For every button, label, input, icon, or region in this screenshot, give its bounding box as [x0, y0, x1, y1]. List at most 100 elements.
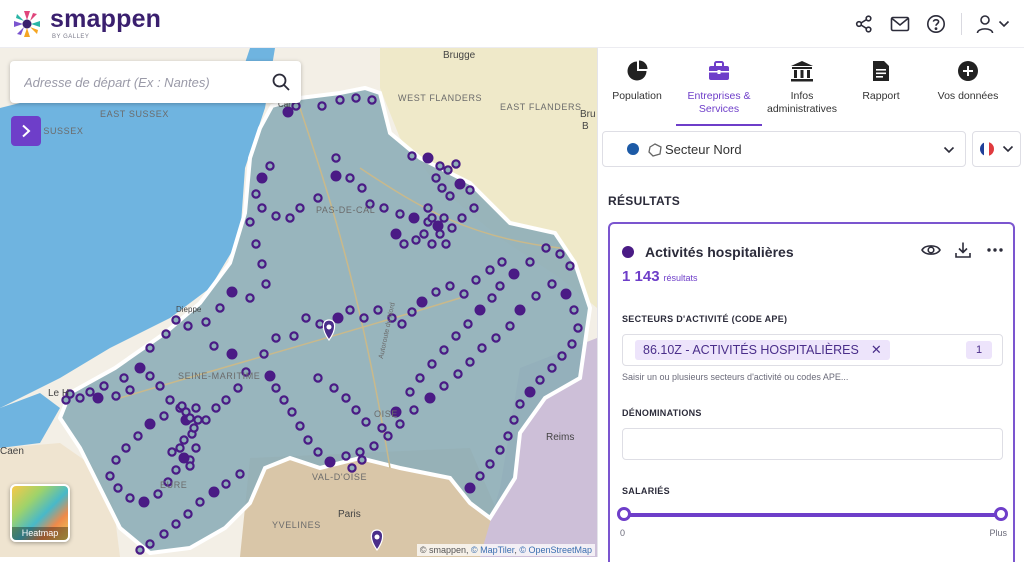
result-marker[interactable] — [257, 259, 267, 269]
result-marker[interactable] — [285, 213, 295, 223]
result-marker[interactable] — [313, 373, 323, 383]
result-marker[interactable] — [329, 383, 339, 393]
result-marker[interactable] — [485, 265, 495, 275]
result-marker[interactable] — [454, 178, 466, 190]
result-marker[interactable] — [367, 95, 377, 105]
result-marker[interactable] — [221, 395, 231, 405]
result-marker[interactable] — [508, 268, 520, 280]
address-search-input[interactable] — [24, 74, 264, 90]
result-marker[interactable] — [525, 257, 535, 267]
result-marker[interactable] — [259, 349, 269, 359]
result-marker[interactable] — [416, 296, 428, 308]
result-marker[interactable] — [175, 443, 185, 453]
result-marker[interactable] — [547, 363, 557, 373]
result-marker[interactable] — [185, 461, 195, 471]
sector-select[interactable]: Secteur Nord — [602, 131, 966, 167]
result-marker[interactable] — [171, 315, 181, 325]
result-marker[interactable] — [390, 228, 402, 240]
result-marker[interactable] — [261, 279, 271, 289]
result-marker[interactable] — [567, 339, 577, 349]
result-marker[interactable] — [159, 411, 169, 421]
result-marker[interactable] — [85, 387, 95, 397]
result-marker[interactable] — [245, 217, 255, 227]
result-marker[interactable] — [183, 509, 193, 519]
result-marker[interactable] — [359, 313, 369, 323]
result-marker[interactable] — [569, 305, 579, 315]
result-marker[interactable] — [535, 375, 545, 385]
result-marker[interactable] — [271, 333, 281, 343]
result-marker[interactable] — [355, 447, 365, 457]
result-marker[interactable] — [111, 391, 121, 401]
result-marker[interactable] — [557, 351, 567, 361]
result-marker[interactable] — [235, 469, 245, 479]
result-marker[interactable] — [565, 261, 575, 271]
result-marker[interactable] — [465, 185, 475, 195]
salaries-slider[interactable] — [617, 507, 1008, 521]
user-menu[interactable] — [976, 14, 1010, 34]
result-marker[interactable] — [313, 193, 323, 203]
result-marker[interactable] — [347, 463, 357, 473]
result-marker[interactable] — [75, 393, 85, 403]
result-marker[interactable] — [573, 323, 583, 333]
result-marker[interactable] — [282, 106, 294, 118]
result-marker[interactable] — [411, 235, 421, 245]
result-marker[interactable] — [341, 393, 351, 403]
result-marker[interactable] — [441, 239, 451, 249]
result-marker[interactable] — [191, 443, 201, 453]
result-marker[interactable] — [407, 307, 417, 317]
result-marker[interactable] — [135, 545, 145, 555]
result-marker[interactable] — [422, 152, 434, 164]
result-marker[interactable] — [541, 243, 551, 253]
result-marker[interactable] — [313, 447, 323, 457]
result-marker[interactable] — [439, 213, 449, 223]
result-marker[interactable] — [379, 203, 389, 213]
result-marker[interactable] — [373, 305, 383, 315]
result-marker[interactable] — [133, 431, 143, 441]
result-marker[interactable] — [451, 159, 461, 169]
result-marker[interactable] — [514, 304, 526, 316]
result-marker[interactable] — [113, 483, 123, 493]
result-marker[interactable] — [547, 279, 557, 289]
result-marker[interactable] — [264, 370, 276, 382]
result-marker[interactable] — [251, 189, 261, 199]
result-marker[interactable] — [256, 172, 268, 184]
result-marker[interactable] — [432, 220, 444, 232]
result-marker[interactable] — [383, 431, 393, 441]
mail-icon[interactable] — [889, 13, 911, 35]
more-options-icon[interactable] — [985, 240, 1005, 260]
result-marker[interactable] — [351, 93, 361, 103]
result-marker[interactable] — [399, 239, 409, 249]
result-marker[interactable] — [303, 435, 313, 445]
result-marker[interactable] — [215, 303, 225, 313]
result-marker[interactable] — [233, 383, 243, 393]
result-marker[interactable] — [265, 161, 275, 171]
result-marker[interactable] — [208, 486, 220, 498]
result-marker[interactable] — [357, 183, 367, 193]
result-marker[interactable] — [61, 395, 71, 405]
result-marker[interactable] — [185, 413, 195, 423]
result-marker[interactable] — [295, 203, 305, 213]
result-markers[interactable] — [61, 93, 583, 555]
result-marker[interactable] — [125, 385, 135, 395]
result-marker[interactable] — [369, 441, 379, 451]
result-marker[interactable] — [99, 381, 109, 391]
tab-population[interactable]: Population — [598, 48, 676, 126]
result-marker[interactable] — [171, 465, 181, 475]
result-marker[interactable] — [211, 403, 221, 413]
result-marker[interactable] — [487, 293, 497, 303]
language-select[interactable] — [972, 131, 1021, 167]
result-marker[interactable] — [475, 471, 485, 481]
result-marker[interactable] — [531, 291, 541, 301]
tab-rapport[interactable]: Rapport — [842, 48, 920, 126]
result-marker[interactable] — [287, 407, 297, 417]
result-marker[interactable] — [447, 223, 457, 233]
result-marker[interactable] — [301, 313, 311, 323]
result-marker[interactable] — [427, 239, 437, 249]
result-marker[interactable] — [163, 477, 173, 487]
tab-infos-administratives[interactable]: Infos administratives — [762, 48, 842, 126]
result-marker[interactable] — [357, 455, 367, 465]
result-marker[interactable] — [495, 445, 505, 455]
result-marker[interactable] — [295, 421, 305, 431]
result-marker[interactable] — [405, 387, 415, 397]
result-marker[interactable] — [125, 493, 135, 503]
